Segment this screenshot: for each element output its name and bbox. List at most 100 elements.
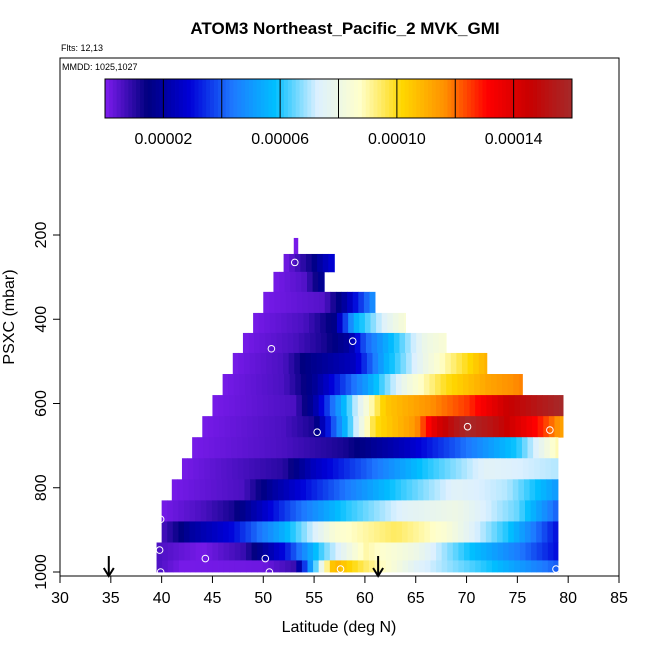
heatmap-cell [408,542,415,561]
x-tick-label: 65 [407,590,425,607]
heatmap-cell [245,542,252,561]
heatmap-cell [402,542,409,561]
heatmap-cell [433,332,439,354]
heatmap-cell [532,416,539,438]
heatmap-cell [414,416,421,438]
heatmap-cell [359,312,366,334]
heatmap-cell [321,332,328,354]
heatmap-cell [210,479,217,501]
x-tick-label: 45 [204,590,222,607]
heatmap-cell [404,312,406,334]
heatmap-cell [206,500,213,522]
heatmap-cell [240,542,247,561]
heatmap-cell [513,521,520,543]
heatmap-cell [258,312,265,334]
heatmap-cell [394,458,401,480]
heatmap-cell [383,352,390,375]
heatmap-cell [430,560,437,573]
heatmap-cell [417,352,424,375]
heatmap-cell [385,521,392,543]
colorbar-swatch [544,79,550,118]
x-tick-label: 85 [610,590,628,607]
heatmap-cell [402,500,408,522]
heatmap-cell [333,253,335,273]
heatmap-cell [202,416,209,438]
heatmap-cell [265,332,272,354]
heatmap-cell [426,437,433,459]
colorbar-swatch [533,79,538,118]
heatmap-cell [361,479,368,501]
heatmap-cell [323,374,330,396]
heatmap-cell [346,560,353,573]
colorbar-swatch [210,79,215,118]
colorbar-swatch [408,79,413,118]
heatmap-cell [374,500,381,522]
heatmap-cell [171,479,178,501]
colorbar-swatch [474,79,479,118]
heatmap-cell [358,416,365,438]
heatmap-cell [312,374,319,396]
colorbar-swatch [128,79,133,118]
heatmap-cell [422,352,429,375]
heatmap-cell [238,352,245,375]
colorbar-swatch [361,79,367,118]
heatmap-cell [357,395,364,417]
heatmap-cell [475,395,482,417]
colorbar-swatch [248,79,254,118]
heatmap-cell [545,458,552,480]
heatmap-cell [497,542,504,561]
heatmap-cell [285,291,292,314]
arrow-markers [102,556,384,578]
heatmap-cell [341,291,348,314]
heatmap-cell [395,479,402,501]
heatmap-cell [248,332,255,354]
colorbar-swatch [287,79,293,118]
heatmap-cell [379,374,386,396]
heatmap-cell [399,458,406,480]
heatmap-cell [559,395,564,417]
heatmap-cell [390,500,397,522]
heatmap-cell [319,416,326,438]
heatmap-cell [285,560,292,573]
heatmap-cell [503,542,510,561]
heatmap-cell [344,352,351,375]
heatmap-layer [161,521,559,543]
colorbar-swatch [439,79,444,118]
heatmap-cell [458,560,465,573]
heatmap-cell [222,374,229,396]
heatmap-cell [394,352,401,375]
heatmap-cell [298,332,305,354]
heatmap-cell [167,560,174,573]
heatmap-cell [297,416,304,438]
heatmap-cell [497,500,504,522]
heatmap-cell [201,560,208,573]
heatmap-cell [396,542,403,561]
heatmap-cell [396,395,403,417]
heatmap-cell [408,560,415,573]
heatmap-cell [486,560,493,573]
heatmap-cell [308,416,315,438]
heatmap-cell [223,542,230,561]
heatmap-cell [345,374,352,396]
heatmap-cell [194,479,201,501]
heatmap-cell [479,479,486,501]
heatmap-cell [389,352,396,375]
heatmap-cell [346,500,353,522]
heatmap-cell [297,312,304,334]
heatmap-cell [330,291,337,314]
heatmap-cell [283,352,290,375]
heatmap-cell [493,437,500,459]
heatmap-cell [429,500,436,522]
heatmap-cell [502,374,509,396]
heatmap-cell [260,458,267,480]
colorbar-swatch [132,79,137,118]
colorbar-swatch [167,79,172,118]
heatmap-cell [273,395,280,417]
heatmap-cell [264,312,271,334]
heatmap-cell [365,332,372,354]
heatmap-layer [293,237,299,255]
heatmap-cell [173,560,180,573]
heatmap-cell [307,395,314,417]
heatmap-cell [530,521,537,543]
heatmap-cell [249,458,256,480]
